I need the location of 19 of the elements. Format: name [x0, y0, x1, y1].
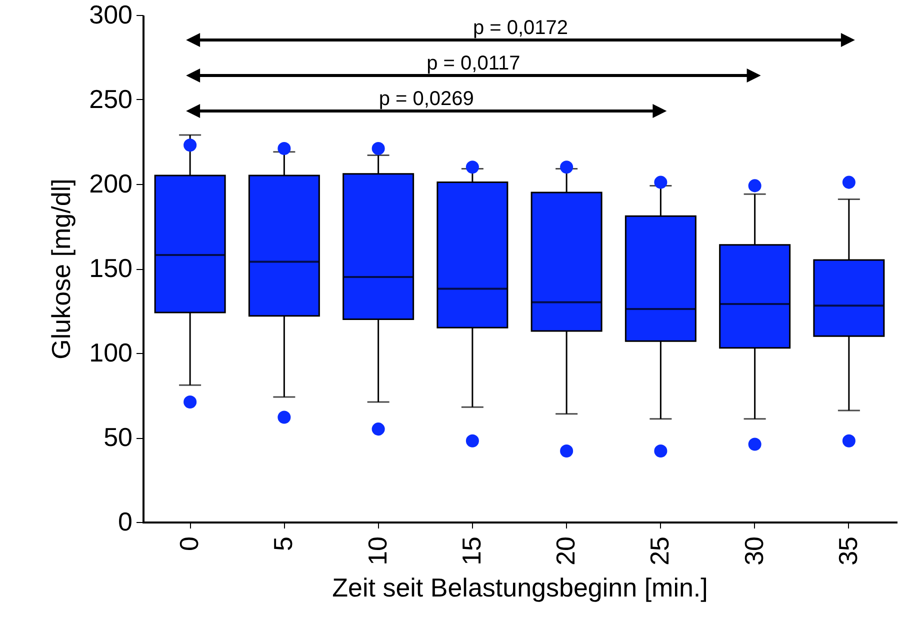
annotation: p = 0,0172 [472, 17, 568, 39]
y-tick-label: 250 [89, 84, 132, 114]
x-tick-label: 30 [738, 536, 769, 566]
annotation: p = 0,0269 [378, 88, 474, 110]
annotation: p = 0,0117 [426, 52, 520, 74]
y-tick-label: 50 [104, 422, 132, 452]
x-tick-label: 15 [456, 536, 486, 566]
x-tick-label: 35 [832, 536, 863, 566]
x-tick-label: 5 [268, 536, 298, 551]
x-tick-label: 0 [174, 536, 204, 551]
y-axis-title: Glukose [mg/dl] [46, 178, 76, 360]
y-tick-label: 200 [89, 168, 132, 198]
x-axis-title: Zeit seit Belastungsbeginn [min.] [332, 572, 708, 602]
y-tick-label: 150 [89, 253, 132, 283]
y-tick-label: 300 [89, 0, 132, 30]
x-tick-label: 20 [550, 536, 581, 566]
x-tick-label: 10 [362, 536, 392, 566]
y-tick-label: 100 [89, 338, 132, 368]
x-tick-label: 25 [644, 536, 675, 566]
